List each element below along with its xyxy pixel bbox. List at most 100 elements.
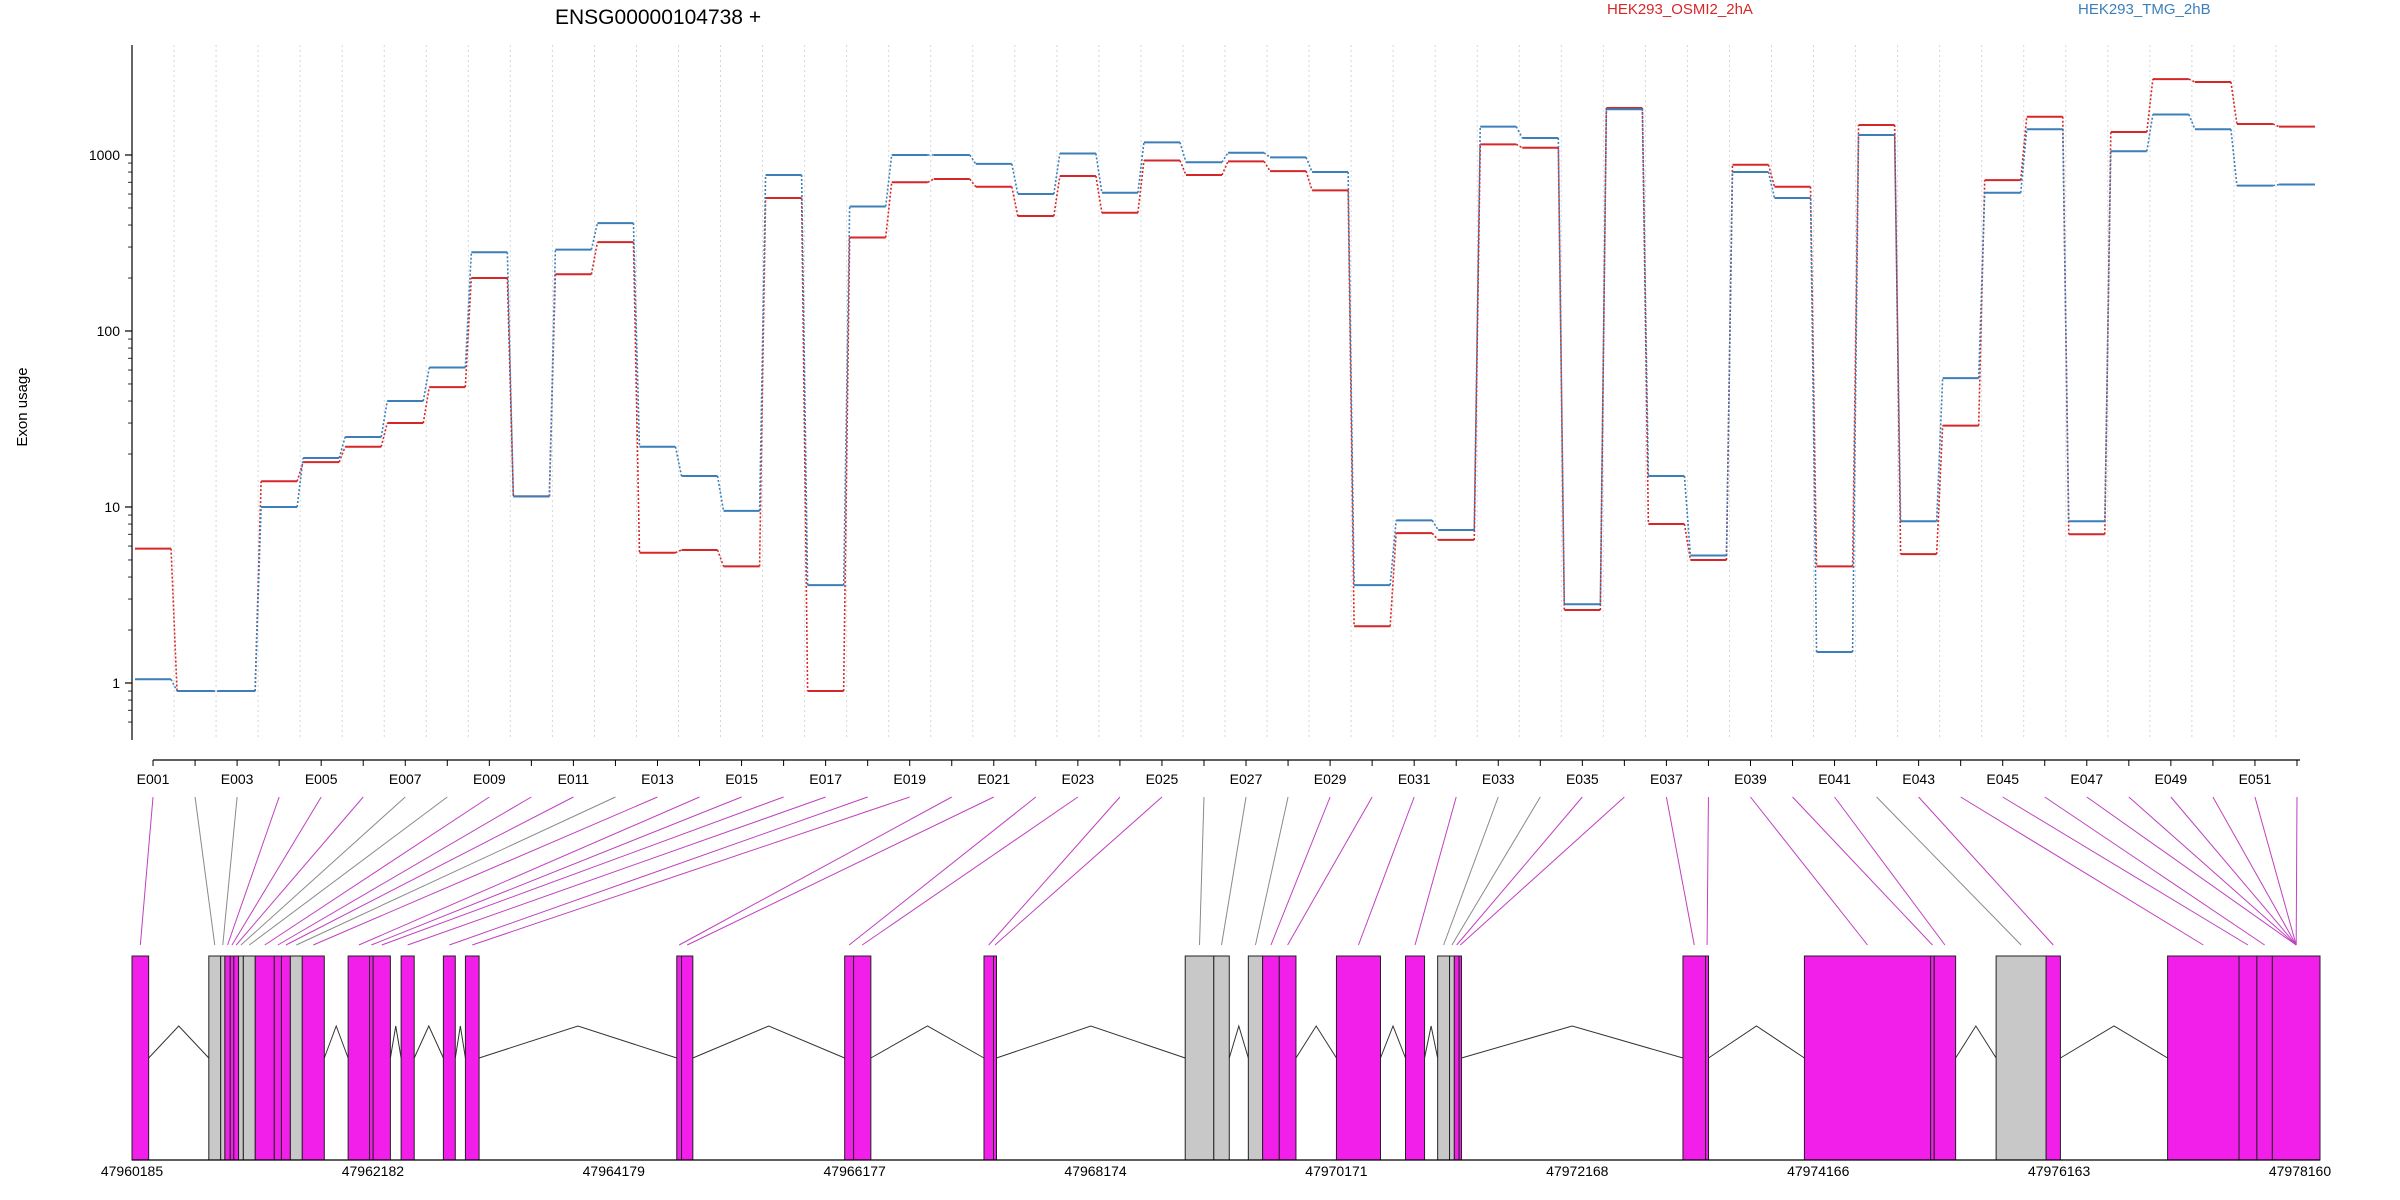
- exon-box: [208, 955, 222, 1161]
- x-tick-label: E001: [137, 771, 170, 787]
- exon-connector: [285, 796, 574, 946]
- exon-box: [983, 955, 995, 1161]
- exon-connector: [1665, 796, 1695, 946]
- usage-connector: [590, 222, 599, 250]
- usage-connector: [1179, 160, 1187, 176]
- exon-connector: [686, 796, 995, 946]
- usage-connector: [170, 548, 178, 692]
- exon-box: [372, 955, 391, 1161]
- y-tick-label: 10: [104, 499, 120, 515]
- exon-box: [1437, 955, 1451, 1161]
- x-tick-label: E009: [473, 771, 506, 787]
- usage-connector: [1809, 186, 1818, 567]
- exon-connector: [1270, 796, 1331, 946]
- exon-connector: [472, 796, 910, 946]
- usage-connector: [1935, 425, 1944, 555]
- exon-box: [273, 955, 282, 1161]
- usage-connector: [716, 549, 725, 567]
- exon-connector: [2212, 796, 2297, 946]
- coordinate-tick-label: 47966177: [824, 1163, 887, 1179]
- exon-box: [1682, 955, 1707, 1161]
- x-tick-label: E025: [1146, 771, 1179, 787]
- exon-connector: [988, 796, 1121, 946]
- x-tick-label: E015: [725, 771, 758, 787]
- usage-connector: [1683, 475, 1692, 556]
- usage-connector: [2019, 129, 2028, 193]
- x-tick-label: E023: [1062, 771, 1095, 787]
- exon-connector: [1792, 796, 1933, 946]
- exon-box: [1335, 955, 1381, 1161]
- coordinate-tick-label: 47964179: [583, 1163, 646, 1179]
- exon-box: [280, 955, 291, 1161]
- usage-connector: [2230, 129, 2238, 186]
- usage-connector: [296, 461, 304, 482]
- usage-connector: [506, 277, 515, 497]
- usage-connector: [548, 249, 557, 497]
- usage-connector: [675, 549, 682, 554]
- usage-connector: [969, 154, 977, 165]
- usage-connector: [338, 446, 346, 463]
- exon-connector-lines: [139, 796, 2298, 946]
- exon-connector: [2002, 796, 2249, 946]
- usage-connector: [1389, 520, 1397, 586]
- exon-connector: [277, 796, 532, 946]
- usage-connector: [1515, 143, 1523, 149]
- exon-box: [347, 955, 371, 1161]
- exon-connector: [313, 796, 658, 946]
- exon-box: [289, 955, 303, 1161]
- intron-line: [1955, 1025, 1997, 1059]
- exon-box: [2167, 955, 2240, 1161]
- exon-connector: [449, 796, 868, 946]
- coordinate-tick-label: 47960185: [101, 1163, 164, 1179]
- usage-connector: [506, 252, 515, 497]
- intron-line: [478, 1025, 677, 1059]
- exon-connector: [240, 796, 406, 946]
- usage-connector: [1095, 153, 1103, 193]
- exon-box: [1184, 955, 1215, 1161]
- usage-connector: [2146, 78, 2154, 133]
- x-tick-label: E019: [893, 771, 926, 787]
- intron-line: [2060, 1025, 2168, 1059]
- exon-connector: [407, 796, 826, 946]
- exon-box: [1933, 955, 1957, 1161]
- series-tmg: [135, 108, 2315, 693]
- exon-box: [844, 955, 855, 1161]
- exon-connector: [2044, 796, 2265, 946]
- y-tick-label: 1000: [89, 147, 120, 163]
- usage-connector: [1305, 157, 1313, 173]
- usage-connector: [296, 457, 304, 508]
- usage-connector: [1011, 163, 1019, 195]
- usage-connector: [2061, 129, 2070, 522]
- exon-connector: [227, 796, 280, 946]
- usage-connector: [969, 178, 977, 188]
- intron-line: [148, 1025, 210, 1059]
- exon-box: [1213, 955, 1230, 1161]
- exon-connector: [139, 796, 154, 946]
- usage-connector: [254, 506, 262, 692]
- exon-connector: [1221, 796, 1247, 946]
- exon-box: [220, 955, 226, 1161]
- exon-box: [2256, 955, 2273, 1161]
- y-tick-label: 100: [97, 323, 121, 339]
- x-tick-label: E007: [389, 771, 422, 787]
- exon-connector: [194, 796, 216, 946]
- exon-box: [1278, 955, 1297, 1161]
- exon-box: [676, 955, 683, 1161]
- exon-connector: [1254, 796, 1289, 946]
- usage-connector: [1977, 192, 1986, 379]
- exon-connector: [861, 796, 1079, 946]
- usage-connector: [2104, 151, 2112, 522]
- x-tick-label: E033: [1482, 771, 1515, 787]
- exon-box: [242, 955, 256, 1161]
- usage-connector: [716, 475, 725, 512]
- x-tick-label: E029: [1314, 771, 1347, 787]
- exon-connector: [235, 796, 364, 946]
- intron-line: [1228, 1024, 1249, 1059]
- coordinate-tick-label: 47968174: [1064, 1163, 1127, 1179]
- usage-connector: [1557, 137, 1566, 605]
- usage-connector: [1557, 147, 1566, 610]
- series-lines: [135, 78, 2315, 693]
- exon-connector: [1287, 796, 1373, 946]
- exon-connector: [2128, 796, 2297, 946]
